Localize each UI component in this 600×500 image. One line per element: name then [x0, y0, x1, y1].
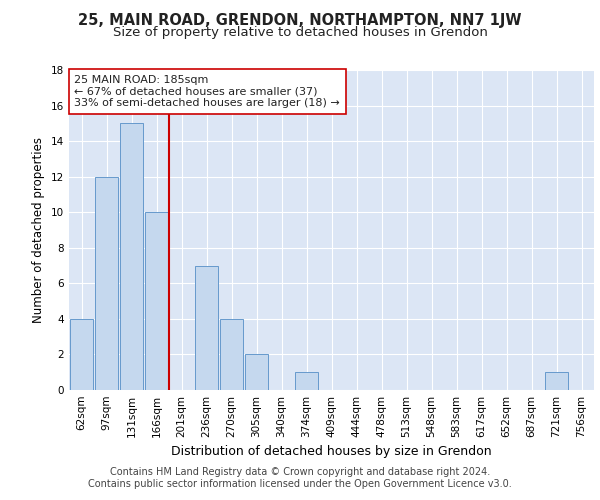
Bar — [295, 372, 318, 390]
X-axis label: Distribution of detached houses by size in Grendon: Distribution of detached houses by size … — [171, 446, 492, 458]
Bar — [95, 176, 118, 390]
Y-axis label: Number of detached properties: Number of detached properties — [32, 137, 46, 323]
Text: 25, MAIN ROAD, GRENDON, NORTHAMPTON, NN7 1JW: 25, MAIN ROAD, GRENDON, NORTHAMPTON, NN7… — [78, 13, 522, 28]
Text: Contains HM Land Registry data © Crown copyright and database right 2024.
Contai: Contains HM Land Registry data © Crown c… — [88, 468, 512, 489]
Bar — [145, 212, 168, 390]
Bar — [120, 124, 143, 390]
Text: 25 MAIN ROAD: 185sqm
← 67% of detached houses are smaller (37)
33% of semi-detac: 25 MAIN ROAD: 185sqm ← 67% of detached h… — [74, 75, 340, 108]
Bar — [545, 372, 568, 390]
Bar — [220, 319, 243, 390]
Bar — [70, 319, 93, 390]
Text: Size of property relative to detached houses in Grendon: Size of property relative to detached ho… — [113, 26, 487, 39]
Bar — [195, 266, 218, 390]
Bar — [245, 354, 268, 390]
